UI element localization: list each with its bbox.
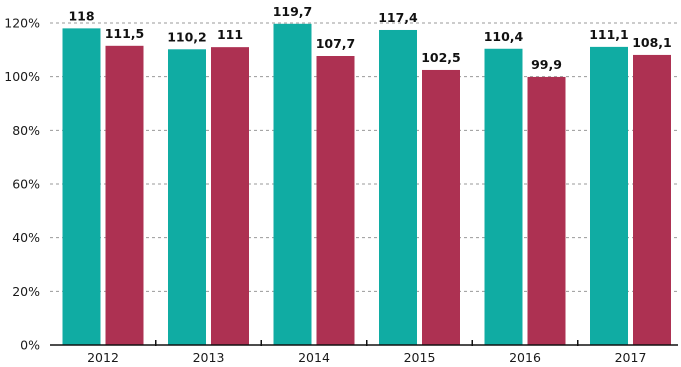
data-label: 118: [68, 8, 94, 23]
x-tick-label: 2016: [509, 350, 541, 365]
bar: [484, 48, 523, 345]
bar: [316, 56, 355, 345]
data-labels: 118 111,5 110,2 111 119,7 107,7 117,4 102,5 110,…: [68, 4, 671, 72]
bar: [527, 76, 566, 345]
data-label: 108,1: [632, 35, 672, 50]
data-label: 110,4: [484, 29, 524, 44]
y-tick-label: 40%: [12, 230, 40, 245]
bar: [62, 28, 101, 345]
data-label: 111: [217, 27, 243, 42]
bar: [422, 69, 460, 345]
data-label: 107,7: [316, 36, 356, 51]
x-axis: [50, 340, 678, 346]
y-tick-label: 100%: [4, 69, 40, 84]
x-tick-label: 2017: [615, 350, 647, 365]
y-tick-label: 80%: [12, 123, 40, 138]
data-label: 111,1: [589, 27, 629, 42]
bars: [62, 23, 671, 346]
bar: [590, 46, 628, 346]
data-label: 110,2: [167, 29, 207, 44]
data-label: 119,7: [273, 4, 313, 19]
y-axis-ticks: 0% 20% 40% 60% 80% 100% 120%: [4, 16, 40, 353]
data-label: 102,5: [421, 50, 461, 65]
x-tick-label: 2012: [87, 350, 119, 365]
data-label: 117,4: [378, 10, 418, 25]
x-tick-label: 2015: [404, 350, 436, 365]
data-label: 111,5: [105, 26, 145, 41]
y-tick-label: 0%: [20, 338, 40, 353]
x-tick-label: 2013: [193, 350, 225, 365]
x-tick-label: 2014: [298, 350, 330, 365]
bar: [633, 54, 671, 345]
bar: [168, 49, 206, 346]
y-tick-label: 20%: [12, 284, 40, 299]
y-tick-label: 120%: [4, 16, 40, 31]
gridlines: [50, 22, 678, 292]
y-tick-label: 60%: [12, 177, 40, 192]
bar: [105, 45, 144, 345]
bar: [211, 47, 249, 346]
data-label: 99,9: [531, 57, 562, 72]
x-axis-ticks: 2012 2013 2014 2015 2016 2017: [87, 350, 646, 365]
bar: [379, 29, 417, 346]
bar: [273, 23, 312, 346]
